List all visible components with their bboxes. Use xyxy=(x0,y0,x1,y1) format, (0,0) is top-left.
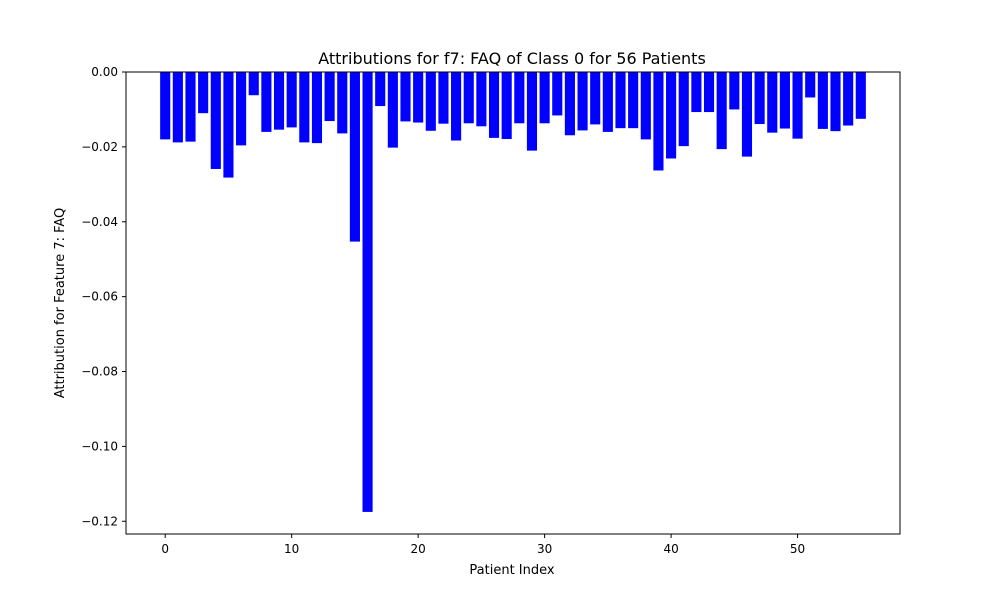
bars-group xyxy=(160,72,866,512)
bar-patient-0 xyxy=(160,72,171,140)
bar-patient-1 xyxy=(172,72,183,143)
bar-patient-8 xyxy=(261,72,272,132)
bar-patient-6 xyxy=(236,72,247,146)
x-tick-label: 30 xyxy=(537,542,552,556)
x-tick-label: 0 xyxy=(161,542,169,556)
bar-patient-3 xyxy=(198,72,209,114)
bar-patient-47 xyxy=(754,72,765,125)
y-tick-label: −0.06 xyxy=(81,290,118,304)
y-tick-label: −0.02 xyxy=(81,140,118,154)
bar-patient-4 xyxy=(210,72,221,169)
bar-patient-39 xyxy=(653,72,664,171)
y-tick-label: −0.04 xyxy=(81,215,118,229)
x-axis-ticks: 0 10 20 30 40 50 xyxy=(161,534,805,556)
y-tick-label: −0.08 xyxy=(81,365,118,379)
bar-patient-23 xyxy=(451,72,462,141)
bar-patient-2 xyxy=(185,72,196,142)
bar-patient-30 xyxy=(539,72,550,124)
bar-patient-19 xyxy=(400,72,411,122)
bar-patient-10 xyxy=(286,72,297,128)
y-axis-label: Attribution for Feature 7: FAQ xyxy=(53,208,68,399)
bar-patient-21 xyxy=(425,72,436,131)
bar-patient-5 xyxy=(223,72,234,178)
bar-patient-13 xyxy=(324,72,335,122)
bar-patient-46 xyxy=(741,72,753,157)
bar-patient-37 xyxy=(628,72,639,129)
bar-patient-24 xyxy=(463,72,474,124)
x-axis-label: Patient Index xyxy=(469,563,554,578)
x-tick-label: 10 xyxy=(284,542,299,556)
y-tick-label: −0.10 xyxy=(81,439,118,453)
bar-patient-43 xyxy=(703,72,715,113)
bar-patient-14 xyxy=(337,72,348,134)
bar-patient-52 xyxy=(817,72,828,129)
bar-patient-9 xyxy=(273,72,285,130)
bar-patient-54 xyxy=(843,72,854,126)
bar-patient-44 xyxy=(716,72,727,150)
bar-patient-11 xyxy=(299,72,310,143)
bar-patient-18 xyxy=(387,72,398,148)
x-tick-label: 40 xyxy=(663,542,678,556)
bar-patient-55 xyxy=(855,72,866,119)
bar-patient-16 xyxy=(362,72,373,512)
bar-patient-34 xyxy=(590,72,601,125)
x-tick-label: 50 xyxy=(790,542,805,556)
bar-patient-12 xyxy=(311,72,323,144)
bar-patient-48 xyxy=(767,72,778,133)
x-tick-label: 20 xyxy=(411,542,426,556)
bar-patient-41 xyxy=(678,72,689,147)
bar-patient-38 xyxy=(640,72,651,140)
y-tick-label: −0.12 xyxy=(81,514,118,528)
bar-patient-40 xyxy=(666,72,677,159)
bar-patient-49 xyxy=(779,72,790,129)
bar-patient-50 xyxy=(792,72,803,139)
bar-patient-42 xyxy=(691,72,702,113)
bar-patient-25 xyxy=(476,72,487,127)
bar-patient-20 xyxy=(413,72,424,123)
bar-patient-7 xyxy=(248,72,259,96)
chart-title: Attributions for f7: FAQ of Class 0 for … xyxy=(318,49,706,68)
y-axis-ticks: 0.00 −0.02 −0.04 −0.06 −0.08 −0.10 −0.12 xyxy=(81,65,126,528)
bar-patient-17 xyxy=(375,72,386,107)
bar-patient-35 xyxy=(602,72,613,132)
y-tick-label: 0.00 xyxy=(91,65,118,79)
bar-patient-27 xyxy=(501,72,512,140)
plot-frame xyxy=(125,71,901,535)
bar-patient-33 xyxy=(577,72,588,131)
bar-patient-53 xyxy=(830,72,841,132)
bar-patient-26 xyxy=(488,72,500,138)
bar-patient-22 xyxy=(438,72,449,124)
bar-patient-29 xyxy=(526,72,538,151)
bar-patient-31 xyxy=(552,72,563,116)
bar-patient-28 xyxy=(514,72,525,124)
bar-patient-51 xyxy=(805,72,816,98)
bar-patient-32 xyxy=(564,72,575,136)
bar-patient-15 xyxy=(349,72,360,242)
bar-patient-36 xyxy=(615,72,626,129)
bar-patient-45 xyxy=(729,72,740,110)
